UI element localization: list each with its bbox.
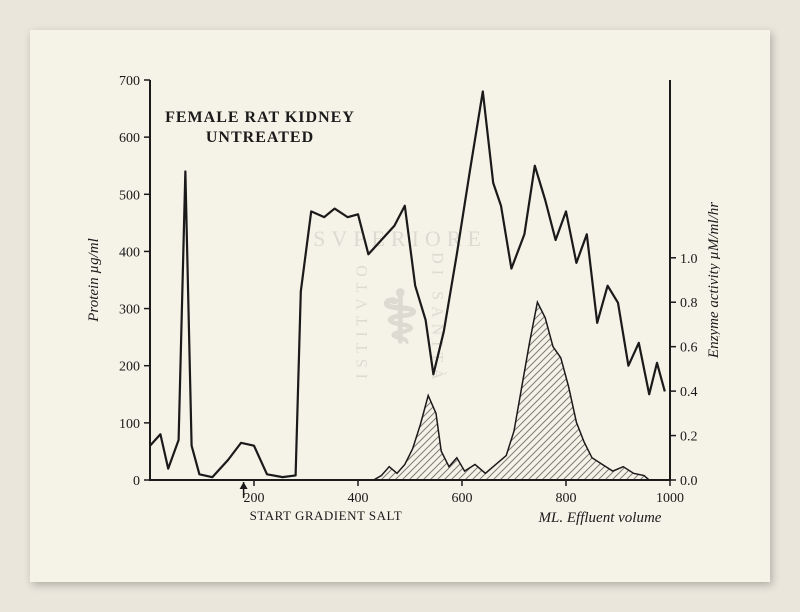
svg-text:0.2: 0.2 [680, 430, 698, 445]
svg-text:0.6: 0.6 [680, 341, 698, 356]
svg-text:300: 300 [119, 303, 140, 318]
photo-frame: 0 100 200 300 400 500 600 700 0.0 0.2 0.4 0.6 0.8 1.0… [30, 30, 770, 582]
svg-text:START GRADIENT SALT: START GRADIENT SALT [250, 508, 403, 523]
svg-text:FEMALE RAT KIDNEY: FEMALE RAT KIDNEY [165, 109, 355, 126]
svg-text:600: 600 [119, 131, 140, 146]
svg-text:400: 400 [119, 245, 140, 260]
svg-text:200: 200 [119, 360, 140, 375]
chart-container: 0 100 200 300 400 500 600 700 0.0 0.2 0.4 0.6 0.8 1.0… [80, 60, 720, 552]
svg-text:0.0: 0.0 [680, 474, 698, 489]
svg-text:1000: 1000 [656, 491, 684, 506]
svg-text:ML. Effluent volume: ML. Effluent volume [538, 510, 662, 526]
svg-text:1.0: 1.0 [680, 252, 698, 267]
svg-text:700: 700 [119, 74, 140, 89]
svg-text:100: 100 [119, 417, 140, 432]
chart-svg: 0 100 200 300 400 500 600 700 0.0 0.2 0.4 0.6 0.8 1.0… [80, 60, 720, 552]
svg-text:Protein µg/ml: Protein µg/ml [86, 238, 102, 323]
svg-text:400: 400 [348, 491, 369, 506]
svg-text:500: 500 [119, 188, 140, 203]
svg-text:Enzyme activity µM/ml/hr: Enzyme activity µM/ml/hr [706, 202, 720, 359]
svg-text:0.4: 0.4 [680, 385, 698, 400]
svg-text:UNTREATED: UNTREATED [206, 129, 314, 146]
svg-text:800: 800 [556, 491, 577, 506]
svg-text:0: 0 [133, 474, 140, 489]
svg-text:0.8: 0.8 [680, 296, 698, 311]
svg-text:200: 200 [244, 491, 265, 506]
svg-text:600: 600 [452, 491, 473, 506]
